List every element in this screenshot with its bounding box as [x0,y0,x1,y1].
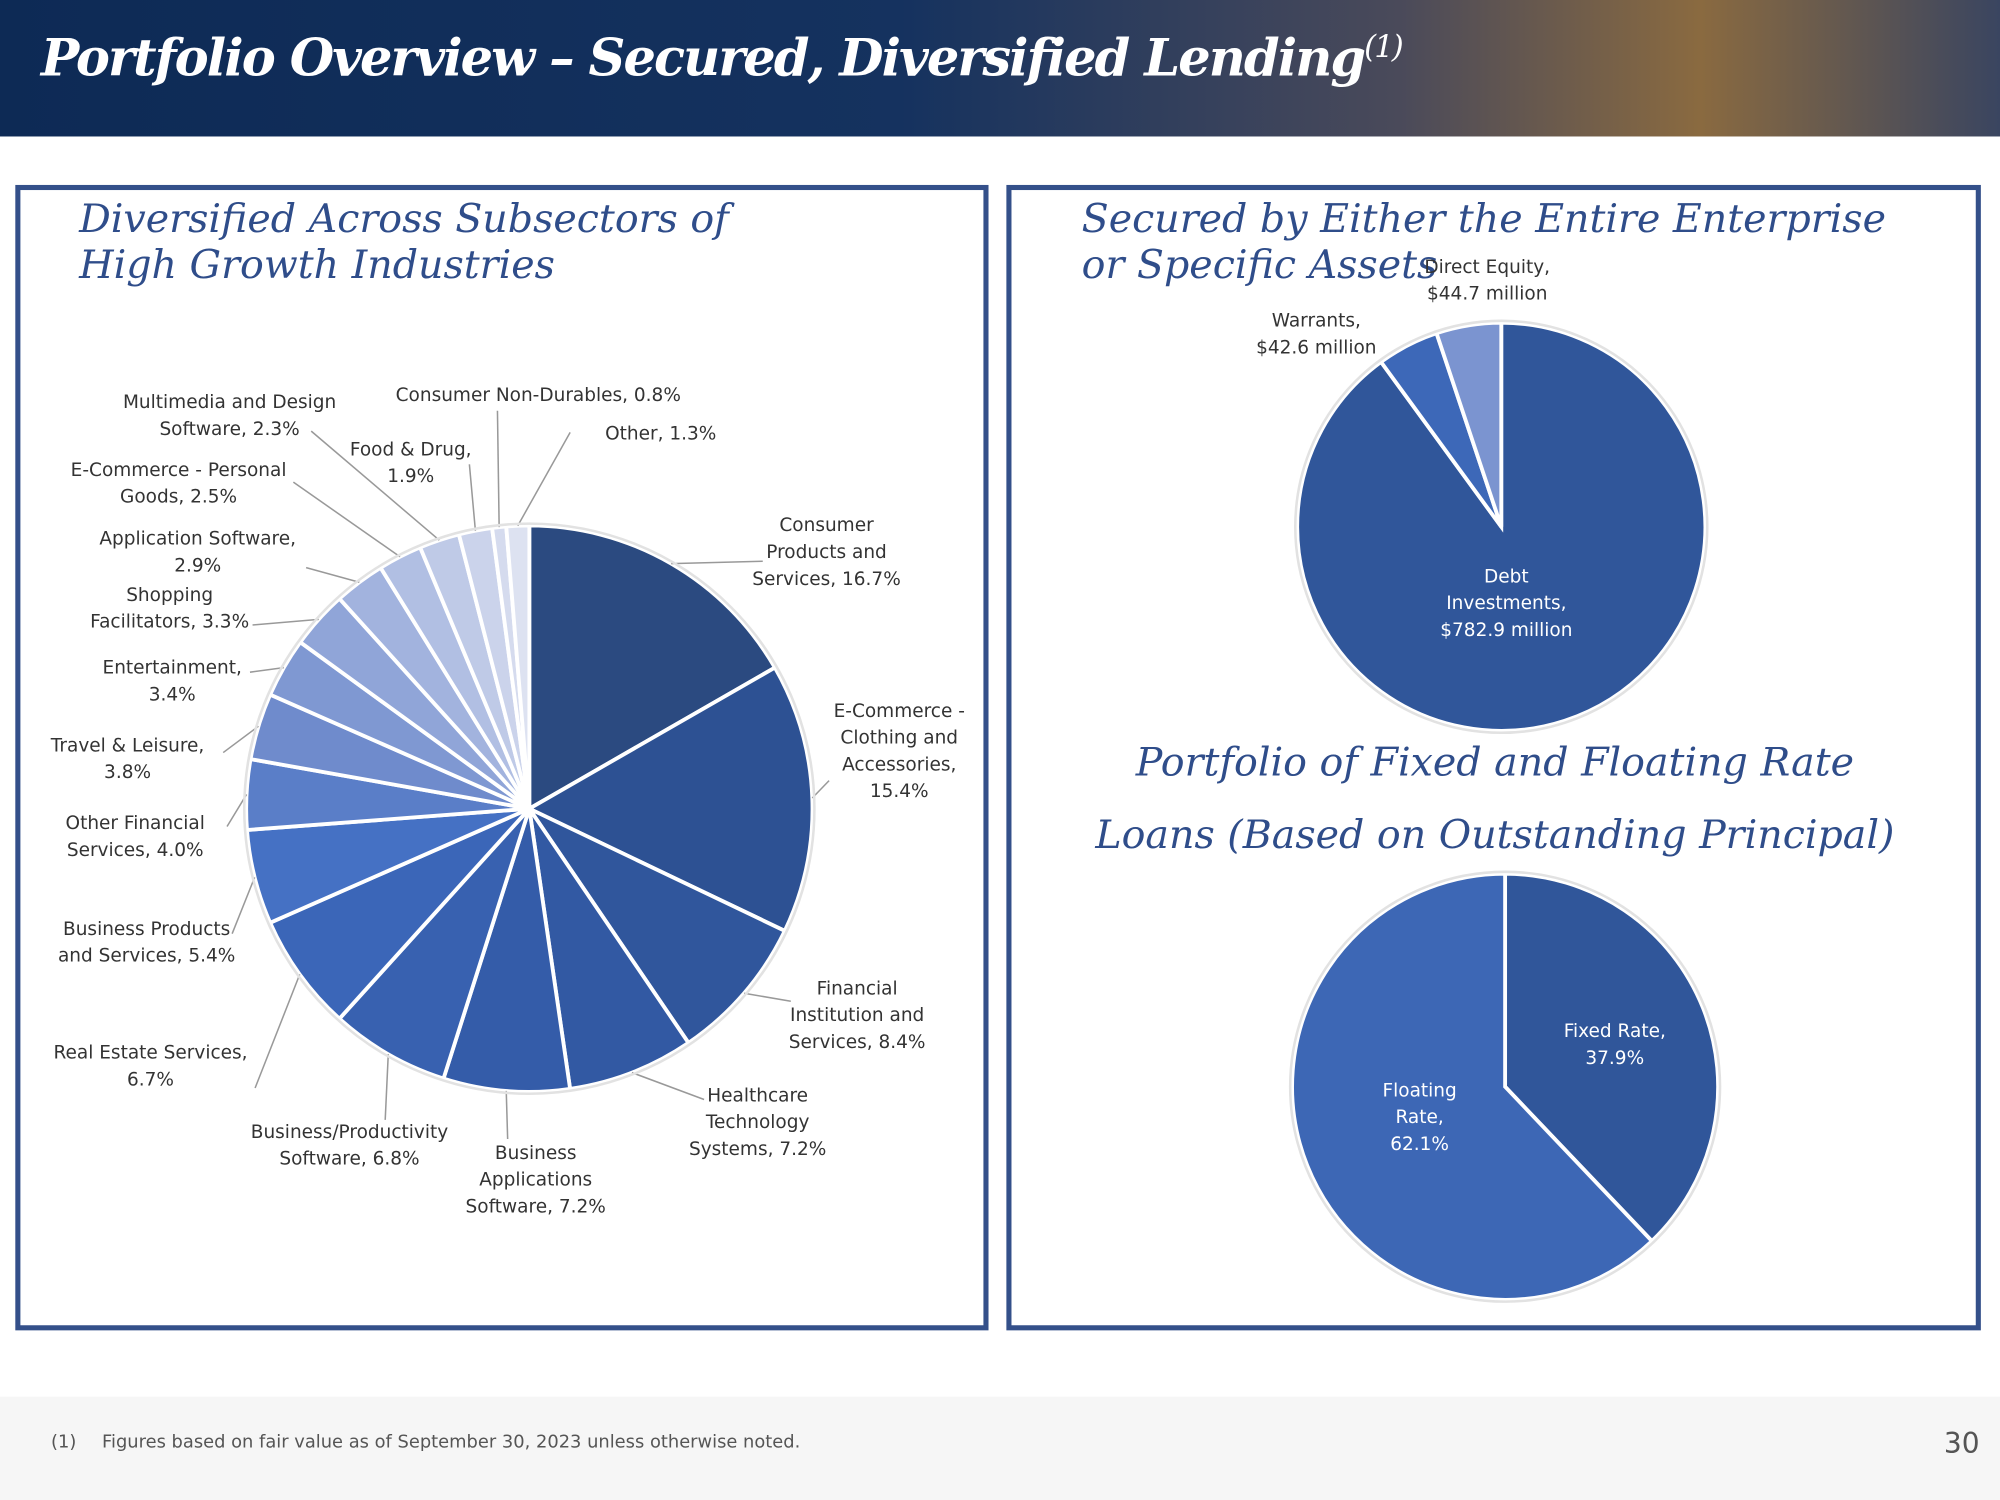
slice-label: Business Products and Services, 5.4% [57,919,236,967]
leader-line [252,618,319,626]
leader-line [496,410,500,528]
leader-line [671,560,763,565]
slide-title: Portfolio Overview – Secured, Diversifie… [40,28,1404,89]
right-panel [1006,184,1981,1331]
slice-label: Shopping Facilitators, 3.3% [90,585,250,633]
pie-outline [1294,319,1709,735]
header: Portfolio Overview – Secured, Diversifie… [0,0,2000,137]
slice-label: Floating Rate, 62.1% [1382,1080,1457,1155]
slice-label: Financial Institution and Services, 8.4% [788,978,926,1053]
slice-label: Healthcare Technology Systems, 7.2% [688,1086,827,1161]
pie-slice [523,803,788,1046]
leader-line [505,1090,509,1140]
slice-label: Travel & Leisure, 3.8% [50,735,205,784]
slice-label: Debt Investments, $782.9 million [1440,566,1573,641]
footnote-marker: (1) [51,1432,77,1453]
slice-label: Application Software, 2.9% [99,529,297,577]
title-text: Portfolio Overview – Secured, Diversifie… [40,28,1366,89]
slice-label: Food & Drug, 1.9% [349,440,472,488]
leader-line [292,481,401,558]
slice-label: Warrants, $42.6 million [1256,311,1377,359]
leader-line [468,464,477,531]
footer [0,1396,2000,1500]
pie-slice [267,806,531,1022]
leader-line [254,974,301,1089]
leader-line [231,877,256,934]
slice-label: Other, 1.3% [605,424,717,445]
slice-label: Business/Productivity Software, 6.8% [250,1122,449,1170]
left-panel [15,184,989,1331]
slice-label: Direct Equity, $44.7 million [1424,257,1551,305]
leader-line [222,725,259,754]
chart-title: Portfolio of Fixed and Floating Rate Loa… [1095,739,1895,859]
slice-label: Entertainment, 3.4% [102,658,242,706]
leader-line [743,992,791,1003]
pie-outline [1288,870,1722,1303]
chart-title: Diversified Across Subsectors of High Gr… [79,196,729,289]
footnote: Figures based on fair value as of Septem… [102,1432,801,1453]
pie-outline [242,522,816,1096]
slice-label: Consumer Non-Durables, 0.8% [395,385,681,407]
slice-label: E-Commerce - Clothing and Accessories, 1… [833,701,965,803]
pie-slice [1290,871,1655,1302]
pie-slice [1503,871,1720,1244]
pie-slice [336,807,532,1081]
page-number: 30 [1943,1428,1980,1461]
slice-label: Fixed Rate, 37.9% [1563,1021,1666,1069]
pie-slice [1434,320,1504,528]
pie-slice [441,808,573,1094]
slice-label: Other Financial Services, 4.0% [65,813,205,861]
leader-line [517,432,571,527]
leader-line [631,1071,705,1101]
slice-label: Multimedia and Design Software, 2.3% [122,392,337,441]
slice-label: E-Commerce - Personal Goods, 2.5% [70,460,287,508]
slice-label: Real Estate Services, 6.7% [53,1043,248,1091]
chart-title: Secured by Either the Entire Enterprise … [1081,196,1887,289]
slice-label: Business Applications Software, 7.2% [465,1143,606,1218]
slice-label: Consumer Products and Services, 16.7% [752,515,901,590]
leader-line [384,1054,390,1120]
title-note: (1) [1364,28,1404,65]
pie-slice [1295,320,1708,733]
leader-line [310,430,440,541]
leader-line [305,566,360,583]
leader-line [249,666,284,673]
